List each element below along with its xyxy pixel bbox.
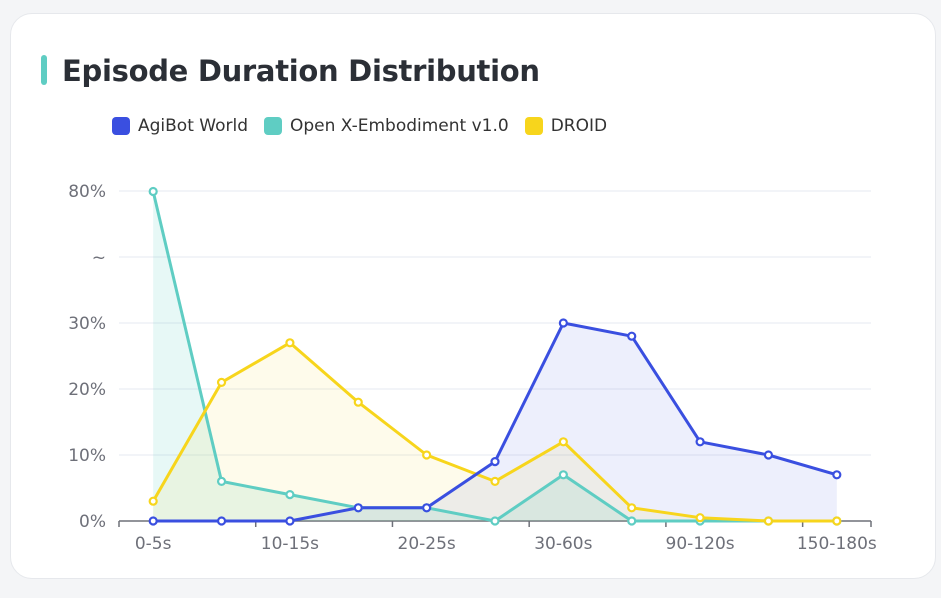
data-point — [695, 513, 705, 523]
data-point — [422, 450, 432, 460]
data-point — [490, 476, 500, 486]
legend-swatch — [524, 117, 543, 135]
legend-item-agibot[interactable]: AgiBot World — [112, 116, 248, 136]
data-point — [285, 516, 295, 526]
legend-swatch — [112, 117, 130, 135]
data-point — [763, 516, 774, 526]
data-point — [148, 516, 158, 526]
data-point — [695, 437, 705, 447]
data-point — [216, 377, 227, 387]
title-accent-bar — [41, 55, 47, 85]
y-tick-label: 20% — [68, 380, 106, 400]
legend-swatch — [264, 117, 282, 135]
y-tick-label: 30% — [68, 314, 106, 334]
data-point — [627, 331, 637, 341]
x-tick-label: 30-60s — [534, 534, 592, 554]
data-point — [558, 318, 568, 328]
data-point — [285, 338, 295, 348]
series-area — [153, 191, 837, 521]
series-area — [153, 323, 837, 521]
data-point — [763, 450, 774, 460]
data-point — [285, 490, 295, 500]
legend-item-oxe[interactable]: Open X-Embodiment v1.0 — [264, 116, 509, 136]
data-point — [558, 437, 568, 447]
y-tick-label: 10% — [68, 446, 106, 466]
legend-label: DROID — [550, 116, 608, 136]
x-tick-label: 20-25s — [398, 534, 456, 554]
data-point — [490, 516, 500, 526]
data-point — [148, 496, 158, 506]
data-point — [832, 470, 842, 480]
data-point — [627, 503, 637, 513]
legend-label: AgiBot World — [138, 116, 248, 136]
x-tick-label: 0-5s — [135, 534, 172, 554]
x-tick-label: 150-180s — [797, 534, 877, 554]
series-area — [153, 342, 837, 521]
legend-item-droid[interactable]: DROID — [524, 116, 608, 136]
data-point — [353, 397, 363, 407]
data-point — [148, 186, 158, 197]
data-point — [558, 470, 568, 480]
chart-title: Episode Duration Distribution — [62, 54, 540, 88]
y-tick-label: 0% — [79, 512, 106, 532]
legend-label: Open X-Embodiment v1.0 — [290, 116, 509, 136]
x-tick-label: 10-15s — [261, 534, 319, 554]
data-point — [216, 476, 227, 486]
data-point — [627, 516, 637, 526]
data-point — [422, 503, 432, 513]
y-tick-label: 80% — [68, 182, 106, 202]
data-point — [832, 516, 842, 526]
legend: AgiBot World Open X-Embodiment v1.0 DROI… — [112, 116, 607, 136]
x-tick-label: 90-120s — [666, 534, 735, 554]
y-tick-label: ~ — [92, 248, 106, 268]
data-point — [216, 516, 227, 526]
data-point — [490, 457, 500, 467]
data-point — [353, 503, 363, 513]
